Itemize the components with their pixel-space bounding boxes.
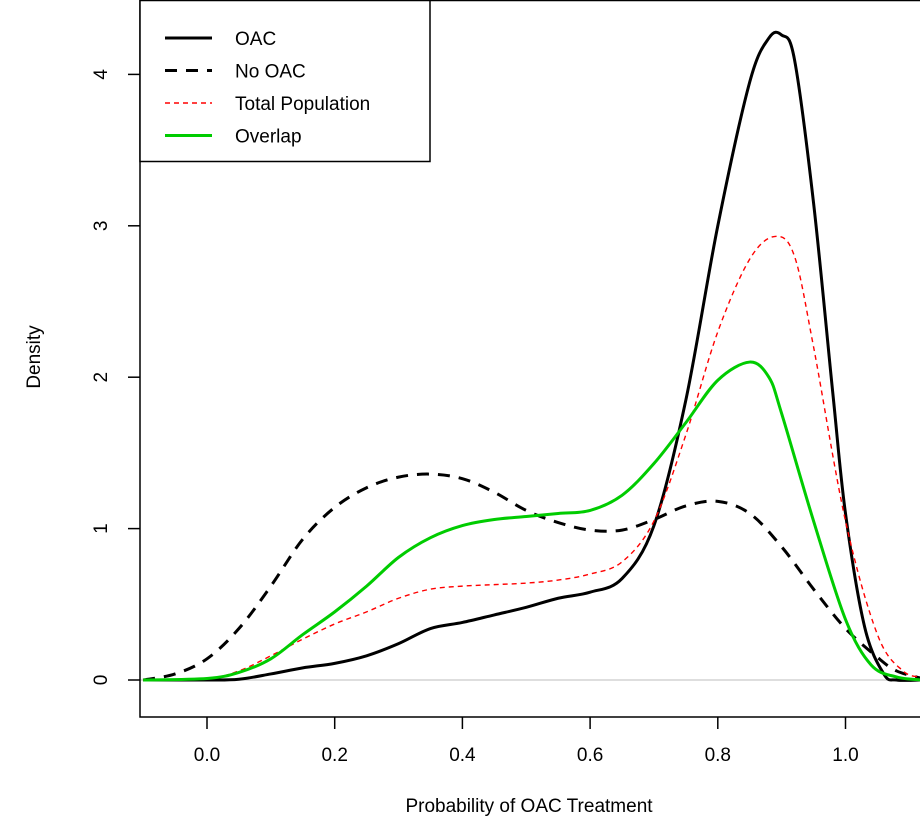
x-tick-label: 0.0	[194, 745, 220, 766]
y-tick-label: 2	[91, 372, 112, 383]
series-line-total-population	[143, 235, 920, 681]
x-tick-label: 0.8	[705, 745, 731, 766]
y-tick-label: 0	[91, 675, 112, 686]
x-tick-label: 0.6	[577, 745, 603, 766]
y-tick-label: 4	[91, 69, 112, 80]
y-axis-label: Density	[24, 325, 45, 389]
series-layer	[142, 30, 920, 682]
plot-frame	[139, 0, 920, 718]
x-tick-label: 0.4	[449, 745, 476, 766]
legend: OAC No OAC Total Population Overlap	[139, 0, 431, 163]
series-line-overlap	[143, 360, 920, 682]
series-line-oac	[143, 30, 920, 682]
legend-label-oac: OAC	[235, 29, 276, 50]
x-axis-label: Probability of OAC Treatment	[405, 796, 653, 817]
legend-label-overlap: Overlap	[235, 127, 302, 148]
legend-label-total-population: Total Population	[235, 94, 370, 115]
series-line-no-oac	[142, 472, 920, 682]
x-tick-label: 0.2	[321, 745, 347, 766]
legend-label-no-oac: No OAC	[235, 62, 306, 83]
y-tick-label: 1	[91, 523, 112, 534]
axes-layer: 0.0 0.2 0.4 0.6 0.8 1.0 0 1 2 3 4	[91, 0, 920, 766]
x-tick-label: 1.0	[832, 745, 858, 766]
y-tick-label: 3	[91, 221, 112, 232]
